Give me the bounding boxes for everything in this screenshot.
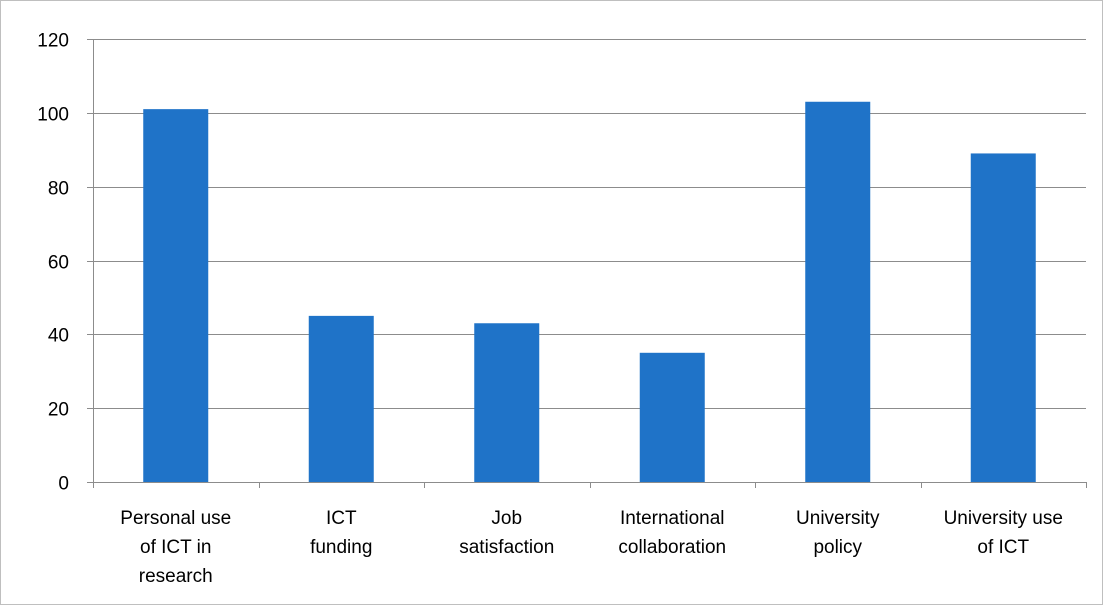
bar	[474, 323, 540, 482]
x-category-label: ICT funding	[310, 508, 372, 558]
y-tick-label: 80	[48, 179, 69, 200]
x-category-label: University policy	[796, 508, 880, 558]
x-category-label: Job satisfaction	[459, 508, 554, 558]
labels: 0 20 40 60 80 100 120 Personal use of ICT in rese…	[37, 31, 1063, 588]
x-category-label-line: Personal use	[120, 508, 231, 529]
y-tick-label: 60	[48, 253, 69, 274]
x-category-label-line: funding	[310, 537, 372, 558]
gridlines	[93, 39, 1086, 409]
x-category-label-line: policy	[813, 537, 862, 558]
x-category-label-line: University use	[944, 508, 1063, 529]
x-category-label: International collaboration	[618, 508, 726, 558]
x-category-label-line: research	[139, 566, 213, 587]
x-category-label-line: University	[796, 508, 880, 529]
x-category-label-line: collaboration	[618, 537, 726, 558]
x-category-label-line: International	[620, 508, 725, 529]
x-category-label: Personal use of ICT in research	[120, 508, 231, 587]
bars	[143, 101, 1036, 483]
axes	[87, 39, 1087, 488]
y-tick-label: 120	[37, 31, 69, 52]
x-category-label-line: of ICT	[977, 537, 1029, 558]
bar	[805, 101, 871, 482]
x-category-label-line: Job	[491, 508, 522, 529]
bar	[639, 352, 705, 482]
bar	[143, 109, 209, 483]
x-category-label: University use of ICT	[944, 508, 1063, 558]
x-category-label-line: ICT	[326, 508, 357, 529]
bar	[308, 315, 374, 482]
y-tick-label: 20	[48, 400, 69, 421]
y-tick-label: 0	[58, 474, 69, 495]
x-category-label-line: satisfaction	[459, 537, 554, 558]
x-category-label-line: of ICT in	[140, 537, 211, 558]
bar	[970, 153, 1036, 483]
y-tick-label: 100	[37, 105, 69, 126]
y-tick-label: 40	[48, 326, 69, 347]
